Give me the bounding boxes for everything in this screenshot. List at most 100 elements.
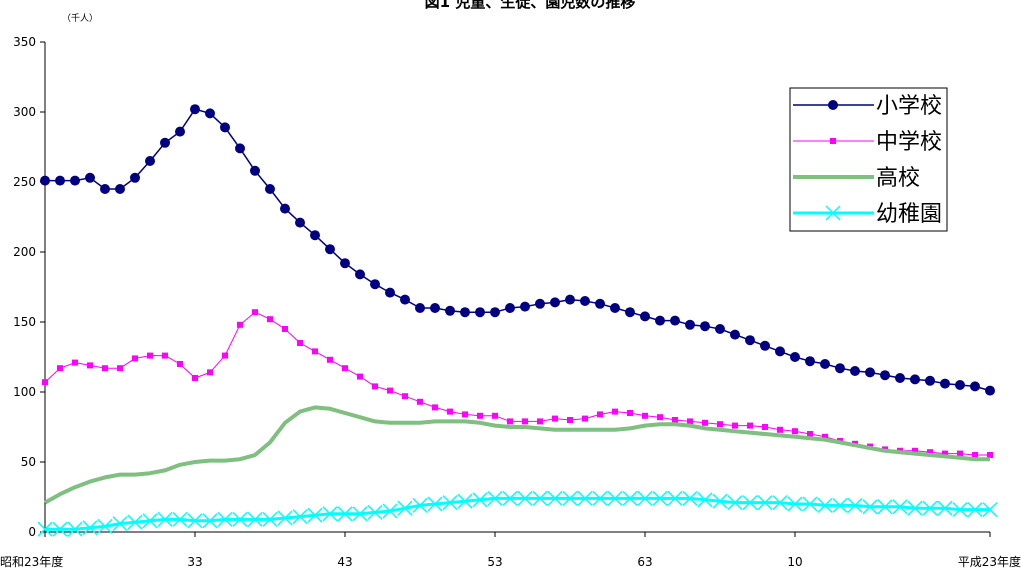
data-point xyxy=(237,321,243,328)
y-tick-label: 100 xyxy=(13,385,36,399)
data-point xyxy=(187,513,203,529)
data-point xyxy=(417,398,423,405)
data-point xyxy=(612,408,618,415)
data-point xyxy=(397,500,413,516)
data-point xyxy=(550,297,560,308)
data-point xyxy=(67,521,83,537)
data-point xyxy=(682,490,698,506)
data-point xyxy=(277,510,293,526)
data-point xyxy=(292,509,308,525)
data-point xyxy=(817,497,833,513)
data-point xyxy=(850,366,860,376)
data-point xyxy=(112,516,128,532)
data-point xyxy=(642,412,648,419)
legend-box xyxy=(789,87,948,232)
data-point xyxy=(477,412,483,419)
data-point xyxy=(457,493,473,509)
y-tick-label: 350 xyxy=(13,35,36,49)
data-point xyxy=(637,490,653,506)
data-point xyxy=(427,496,443,512)
data-point xyxy=(192,375,198,381)
data-point xyxy=(57,365,63,372)
data-point xyxy=(147,352,153,359)
y-tick-label: 0 xyxy=(28,525,36,539)
data-point xyxy=(490,307,500,318)
data-point xyxy=(37,521,53,537)
data-point xyxy=(217,511,233,527)
data-point xyxy=(652,490,668,506)
data-point xyxy=(790,352,800,362)
y-tick-label: 250 xyxy=(13,175,36,189)
series-3 xyxy=(44,405,990,505)
plot-area xyxy=(37,104,998,537)
x-tick-label: 33 xyxy=(187,555,202,569)
data-point xyxy=(807,431,813,437)
data-point xyxy=(922,500,938,516)
data-point xyxy=(532,490,548,506)
data-point xyxy=(222,352,228,359)
data-point xyxy=(712,493,728,509)
data-point xyxy=(985,385,995,396)
data-point xyxy=(847,497,863,513)
series-1 xyxy=(40,104,995,396)
data-point xyxy=(235,143,245,154)
series-line xyxy=(45,496,990,531)
data-point xyxy=(582,415,588,422)
data-point xyxy=(82,520,98,536)
data-point xyxy=(607,490,623,506)
legend-swatch-marker xyxy=(830,138,836,144)
data-point xyxy=(415,303,425,313)
data-point xyxy=(577,490,593,506)
data-point xyxy=(462,411,468,418)
data-point xyxy=(310,230,320,241)
data-point xyxy=(760,340,770,351)
data-point xyxy=(892,499,908,515)
data-point xyxy=(865,367,875,378)
data-point xyxy=(912,447,918,454)
y-tick-label: 50 xyxy=(21,455,36,469)
data-point xyxy=(972,452,978,458)
data-point xyxy=(132,355,138,362)
data-point xyxy=(955,380,965,390)
data-point xyxy=(877,499,893,515)
data-point xyxy=(672,417,678,423)
series-2 xyxy=(42,309,993,458)
data-point xyxy=(742,495,758,511)
data-point xyxy=(670,315,680,326)
data-point xyxy=(732,422,738,429)
data-point xyxy=(487,490,503,506)
series-line xyxy=(45,108,991,392)
data-point xyxy=(987,452,993,458)
data-point xyxy=(745,335,755,346)
data-point xyxy=(777,426,783,433)
x-tick-label: 10 xyxy=(787,555,802,569)
data-point xyxy=(787,496,803,512)
data-point xyxy=(822,433,828,440)
data-point xyxy=(927,449,933,456)
data-point xyxy=(127,514,143,530)
data-point xyxy=(202,513,218,529)
data-point xyxy=(567,417,573,423)
data-point xyxy=(820,359,830,369)
data-point xyxy=(220,122,230,133)
data-point xyxy=(895,373,905,383)
data-point xyxy=(322,506,338,522)
data-point xyxy=(982,502,998,518)
data-point xyxy=(177,361,183,367)
y-tick-label: 200 xyxy=(13,245,36,259)
data-point xyxy=(925,375,935,386)
data-point xyxy=(655,315,665,326)
data-point xyxy=(475,307,485,318)
data-point xyxy=(157,511,173,527)
data-point xyxy=(967,502,983,518)
data-point xyxy=(802,496,818,512)
data-point xyxy=(757,495,773,511)
data-point xyxy=(342,365,348,372)
data-point xyxy=(100,184,110,194)
data-point xyxy=(265,184,275,194)
data-point xyxy=(142,513,158,529)
data-point xyxy=(522,418,528,425)
x-tick-label: 平成23年度 xyxy=(958,554,1021,569)
